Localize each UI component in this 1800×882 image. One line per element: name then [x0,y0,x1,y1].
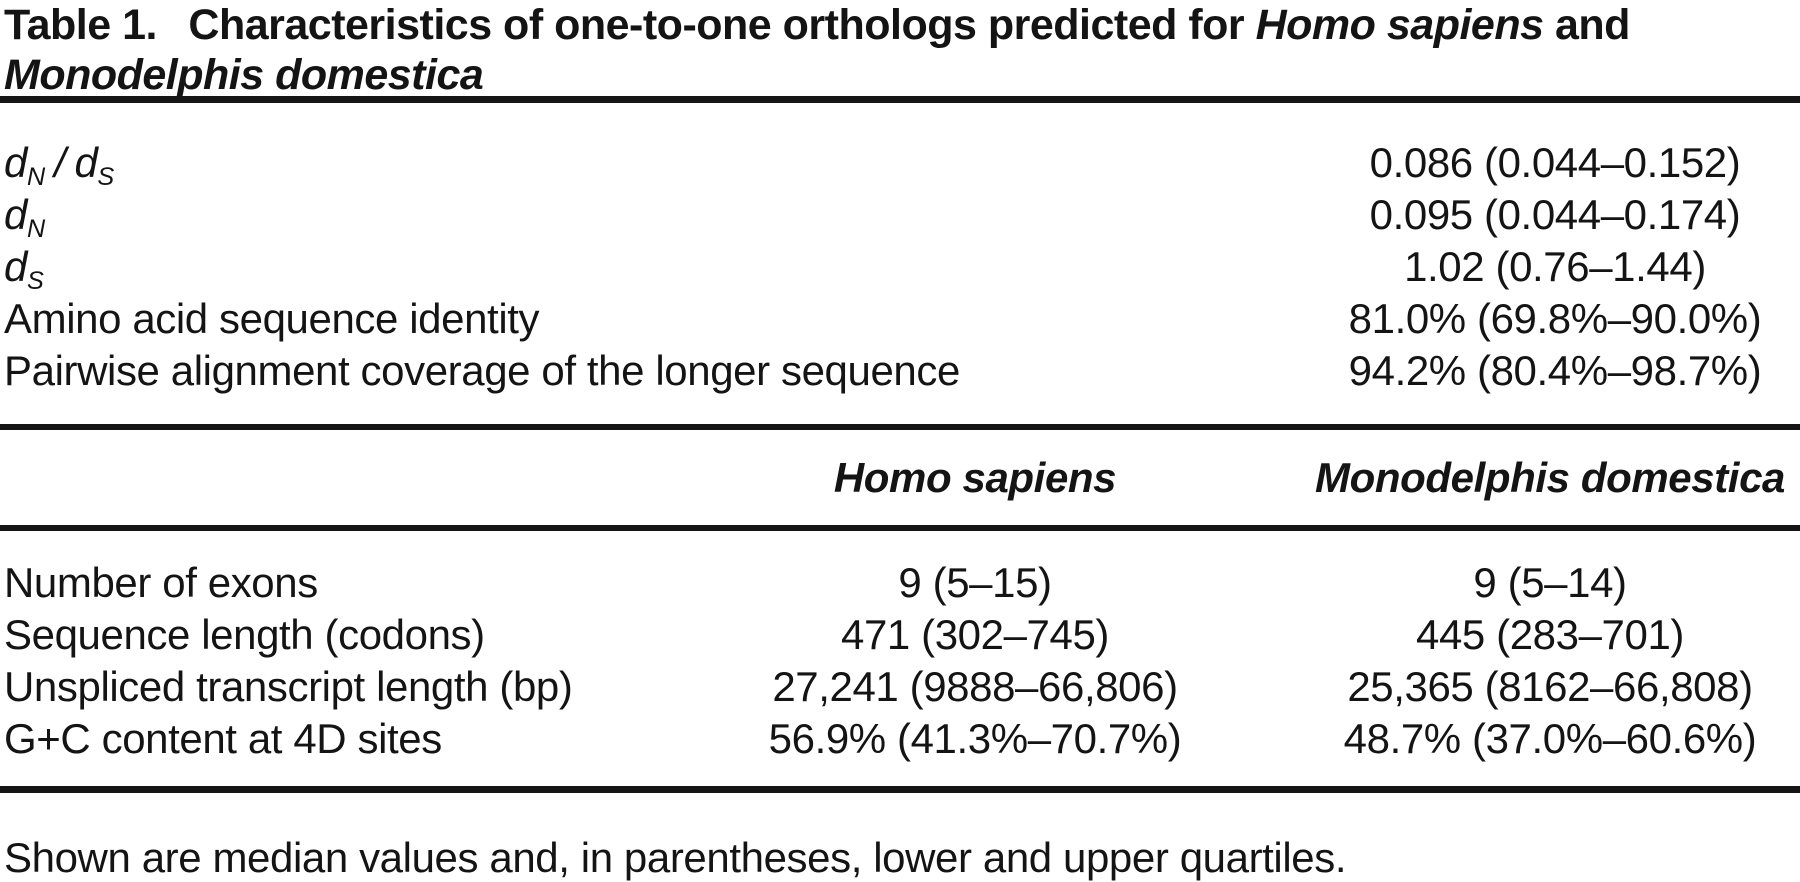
subscript: S [97,162,115,191]
summary-row: Amino acid sequence identity 81.0% (69.8%… [0,294,1800,346]
summary-row-label: Pairwise alignment coverage of the longe… [4,346,960,396]
label-text: d [4,243,27,290]
subscript: S [26,266,44,295]
monodelphis-value: 25,365 (8162–66,808) [1347,663,1753,710]
species-row-label: Sequence length (codons) [4,611,485,658]
column-header-monodelphis: Monodelphis domestica [1315,454,1785,501]
summary-row-value: 0.086 (0.044–0.152) [1369,139,1741,186]
homo-sapiens-value: 27,241 (9888–66,806) [772,663,1178,710]
label-text: / [54,139,66,186]
rule-above-column-headers [0,424,1800,430]
summary-row-label: Amino acid sequence identity [4,294,540,344]
species-row-label: Number of exons [4,559,318,606]
rule-bottom [0,786,1800,793]
subscript: N [26,214,46,243]
summary-row: dS 1.02 (0.76–1.44) [0,242,1800,295]
monodelphis-value: 48.7% (37.0%–60.6%) [1343,715,1757,762]
species-name-homo-sapiens: Homo sapiens [1255,1,1544,49]
species-row-label: G+C content at 4D sites [4,715,442,762]
summary-row-label: dN [4,190,45,246]
summary-row: dN 0.095 (0.044–0.174) [0,190,1800,243]
summary-row: Pairwise alignment coverage of the longe… [0,346,1800,398]
monodelphis-value: 445 (283–701) [1415,611,1685,658]
title-conjunction: and [1554,1,1630,49]
homo-sapiens-value: 9 (5–15) [898,559,1052,606]
table-title: Table 1. Characteristics of one-to-one o… [4,1,1630,50]
label-text: Amino acid sequence identity [4,295,540,342]
summary-row: dN / dS 0.086 (0.044–0.152) [0,138,1800,191]
label-text: d [4,191,27,238]
title-text: Characteristics of one-to-one orthologs … [188,1,1245,49]
summary-row-value: 1.02 (0.76–1.44) [1404,243,1706,290]
summary-row-value: 81.0% (69.8%–90.0%) [1348,295,1762,342]
table-number: Table 1. [4,1,157,49]
homo-sapiens-value: 56.9% (41.3%–70.7%) [768,715,1182,762]
rule-top [0,96,1800,103]
species-row-label: Unspliced transcript length (bp) [4,663,573,710]
label-text: d [4,139,27,186]
subscript: N [26,162,46,191]
species-comparison-section: Number of exons 9 (5–15) 9 (5–14) Sequence … [0,558,1800,766]
species-row: Sequence length (codons) 471 (302–745) 445… [0,610,1800,662]
summary-section: dN / dS 0.086 (0.044–0.152) dN 0.095 (0.044–0… [0,138,1800,398]
table-footnote: Shown are median values and, in parenthe… [4,834,1347,881]
label-text: d [74,139,98,186]
species-row: G+C content at 4D sites 56.9% (41.3%–70.7… [0,714,1800,766]
monodelphis-value: 9 (5–14) [1473,559,1627,606]
species-row: Unspliced transcript length (bp) 27,241 (… [0,662,1800,714]
label-text: Pairwise alignment coverage of the longe… [4,347,960,394]
rule-below-column-headers [0,525,1800,531]
species-name-monodelphis: Monodelphis domestica [4,51,484,99]
summary-row-label: dS [4,242,44,298]
summary-row-value: 0.095 (0.044–0.174) [1369,191,1741,238]
column-header-homo-sapiens: Homo sapiens [833,454,1117,501]
species-row: Number of exons 9 (5–15) 9 (5–14) [0,558,1800,610]
summary-row-label: dN / dS [4,138,114,194]
summary-row-value: 94.2% (80.4%–98.7%) [1348,347,1762,394]
homo-sapiens-value: 471 (302–745) [840,611,1110,658]
column-header-row: Homo sapiens Monodelphis domestica [0,448,1800,508]
